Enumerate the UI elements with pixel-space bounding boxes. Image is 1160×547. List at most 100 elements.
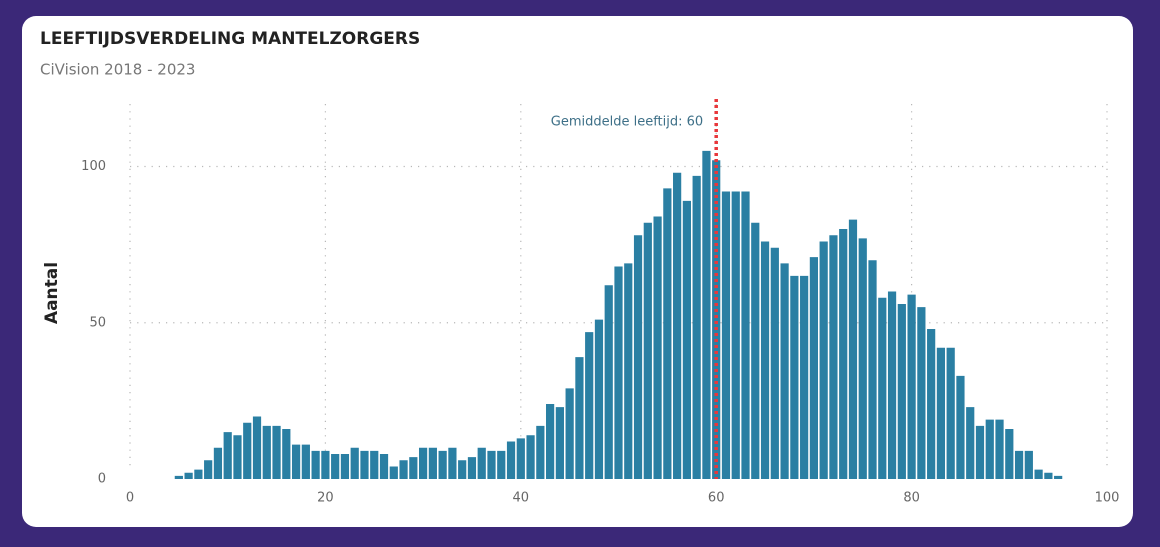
bar: [487, 450, 496, 479]
bar: [927, 329, 936, 479]
bar: [614, 266, 623, 479]
y-tick-label: 0: [98, 472, 106, 487]
bar: [252, 416, 262, 479]
bar: [1034, 469, 1043, 479]
bar: [663, 188, 672, 479]
bar: [174, 475, 183, 479]
bar: [516, 438, 525, 479]
bar: [721, 191, 731, 479]
bar: [790, 275, 799, 479]
bar: [907, 294, 916, 479]
bar: [868, 260, 877, 479]
bar: [643, 222, 652, 479]
bar: [301, 444, 310, 479]
bar: [692, 175, 701, 479]
x-tick-label: 0: [126, 491, 134, 506]
bar: [653, 216, 662, 479]
bar: [438, 450, 447, 479]
bar: [624, 263, 633, 479]
bar: [936, 347, 946, 479]
bar: [878, 297, 887, 479]
bar: [458, 460, 467, 479]
bar: [800, 275, 809, 479]
bar: [379, 454, 389, 479]
bar: [506, 441, 516, 479]
bar: [409, 457, 418, 479]
bar: [575, 357, 584, 479]
bar: [389, 466, 398, 479]
bar: [712, 160, 721, 479]
bar: [819, 241, 828, 479]
bar: [946, 347, 955, 479]
bar: [1014, 450, 1024, 479]
x-tick-label: 100: [1095, 491, 1120, 506]
bar: [917, 307, 926, 479]
bar: [536, 425, 545, 479]
bar: [340, 454, 350, 479]
bar: [399, 460, 408, 479]
bar: [1044, 472, 1053, 479]
bar: [633, 235, 643, 479]
bar: [770, 247, 779, 479]
bar: [839, 229, 848, 479]
chart-subtitle: CiVision 2018 - 2023: [40, 61, 195, 79]
bar: [565, 388, 574, 479]
bar: [741, 191, 750, 479]
x-tick-label: 40: [513, 491, 530, 506]
bar: [673, 172, 682, 479]
x-tick-label: 20: [317, 491, 334, 506]
bar: [585, 332, 594, 479]
bar: [555, 407, 564, 479]
bar: [995, 419, 1004, 479]
bar: [546, 404, 555, 479]
bar: [428, 447, 437, 479]
bar: [477, 447, 486, 479]
bar: [350, 447, 359, 479]
bar: [331, 454, 340, 479]
mean-label: Gemiddelde leeftijd: 60: [551, 115, 703, 130]
x-tick-label: 60: [708, 491, 725, 506]
bar: [223, 432, 232, 479]
bar: [682, 200, 691, 479]
bar: [604, 285, 613, 479]
bar: [848, 219, 858, 479]
x-tick-label: 80: [903, 491, 920, 506]
y-tick-label: 100: [81, 159, 106, 174]
bar: [731, 191, 740, 479]
bar: [594, 319, 604, 479]
bar: [418, 447, 428, 479]
y-axis-label: Aantal: [42, 262, 62, 324]
bar: [291, 444, 301, 479]
bar: [448, 447, 457, 479]
bar: [760, 241, 770, 479]
bar: [243, 422, 252, 479]
bar: [829, 235, 838, 479]
bar: [184, 472, 193, 479]
bar: [282, 429, 291, 479]
bar: [975, 425, 985, 479]
bar: [467, 457, 477, 479]
bar: [233, 435, 242, 479]
bar: [809, 257, 819, 479]
bar: [966, 407, 975, 479]
bar: [321, 450, 330, 479]
bar: [985, 419, 994, 479]
bar: [194, 469, 203, 479]
bar: [1024, 450, 1033, 479]
bar: [751, 222, 760, 479]
bar: [1005, 429, 1014, 479]
bar: [311, 450, 320, 479]
bar: [526, 435, 535, 479]
y-tick-label: 50: [89, 315, 106, 330]
chart-title: LEEFTIJDSVERDELING MANTELZORGERS: [40, 29, 420, 49]
bar: [897, 304, 906, 479]
bar: [780, 263, 789, 479]
bar: [858, 238, 867, 479]
bar: [204, 460, 213, 479]
bar: [262, 425, 271, 479]
bar: [1054, 475, 1063, 479]
bar: [702, 150, 711, 479]
bar: [370, 450, 379, 479]
